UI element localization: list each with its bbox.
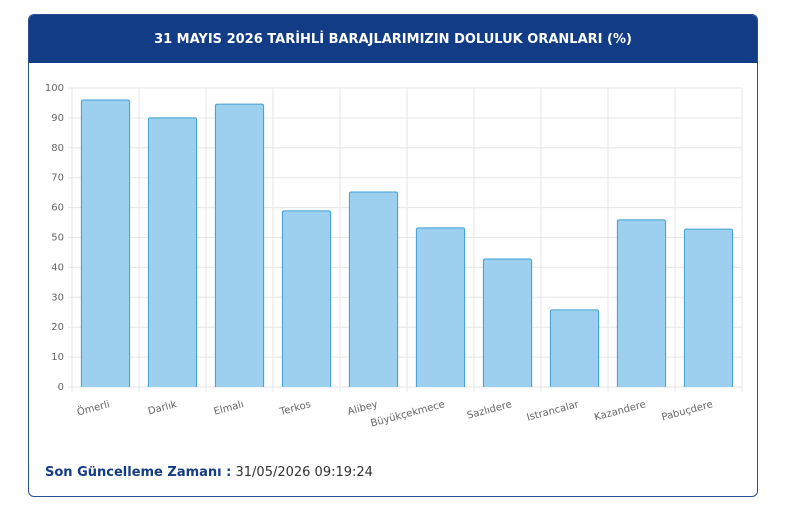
bar <box>616 219 667 387</box>
y-tick-label: 40 <box>51 262 64 273</box>
bar <box>348 191 399 387</box>
x-tick-label: Sazlıdere <box>466 399 513 421</box>
footer-value: 31/05/2026 09:19:24 <box>235 465 373 480</box>
y-tick-label: 0 <box>58 382 64 393</box>
bar <box>683 228 734 387</box>
footer: Son Güncelleme Zamanı : 31/05/2026 09:19… <box>45 465 373 480</box>
x-tick-label: Alibey <box>346 399 379 418</box>
y-tick-label: 60 <box>51 203 64 214</box>
bar <box>482 258 533 387</box>
bar <box>80 99 131 387</box>
footer-label: Son Güncelleme Zamanı : <box>45 465 232 480</box>
y-tick-label: 20 <box>51 322 64 333</box>
x-tick-label: Darlık <box>147 399 178 417</box>
x-tick-label: Terkos <box>278 399 312 418</box>
x-tick-label: Elmalı <box>213 399 245 418</box>
y-tick-label: 100 <box>45 83 64 94</box>
x-tick-label: Istrancalar <box>526 399 581 424</box>
x-tick-label: Ömerli <box>75 397 111 418</box>
bar <box>147 117 198 387</box>
y-tick-label: 90 <box>51 113 64 124</box>
y-tick-label: 80 <box>51 143 64 154</box>
y-tick-label: 50 <box>51 233 64 244</box>
bar <box>549 309 600 387</box>
y-tick-label: 30 <box>51 292 64 303</box>
chart-card: 31 MAYIS 2026 TARİHLİ BARAJLARIMIZIN DOL… <box>28 14 758 497</box>
bar <box>214 103 265 387</box>
bar <box>415 227 466 387</box>
y-tick-label: 10 <box>51 352 64 363</box>
x-tick-label: Büyükçekmece <box>370 399 446 429</box>
x-tick-label: Kazandere <box>593 399 647 423</box>
y-tick-label: 70 <box>51 173 64 184</box>
bar <box>281 210 332 387</box>
x-tick-label: Pabuçdere <box>661 399 714 423</box>
chart-title: 31 MAYIS 2026 TARİHLİ BARAJLARIMIZIN DOL… <box>29 15 757 63</box>
